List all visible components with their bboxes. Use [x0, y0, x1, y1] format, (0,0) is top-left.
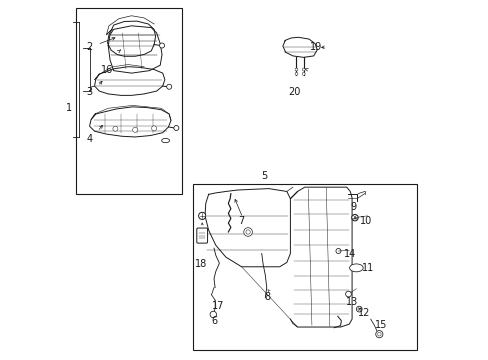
Text: 13: 13	[345, 297, 358, 307]
Text: 17: 17	[212, 301, 224, 311]
Text: 15: 15	[374, 320, 386, 330]
Text: 20: 20	[288, 87, 300, 97]
Text: 16: 16	[101, 64, 113, 75]
Circle shape	[294, 68, 297, 71]
Circle shape	[244, 228, 252, 236]
Text: 4: 4	[86, 134, 92, 144]
Circle shape	[159, 43, 164, 48]
Circle shape	[345, 291, 351, 297]
Circle shape	[113, 126, 118, 131]
Text: 2: 2	[86, 42, 93, 52]
Circle shape	[302, 72, 305, 75]
Circle shape	[351, 215, 357, 221]
Circle shape	[245, 230, 250, 234]
Circle shape	[302, 68, 305, 71]
Text: 11: 11	[361, 263, 374, 273]
Text: 12: 12	[358, 308, 370, 318]
Text: 5: 5	[261, 171, 267, 181]
Ellipse shape	[349, 264, 363, 272]
FancyBboxPatch shape	[196, 228, 207, 243]
Circle shape	[377, 332, 380, 336]
Text: 7: 7	[237, 216, 244, 226]
Bar	[192, 184, 416, 350]
Circle shape	[132, 127, 137, 132]
Text: 1: 1	[66, 103, 72, 113]
Text: 8: 8	[264, 292, 270, 302]
Text: 3: 3	[86, 87, 92, 97]
Text: 9: 9	[349, 202, 355, 212]
Text: 14: 14	[344, 248, 356, 258]
Circle shape	[174, 126, 179, 131]
Circle shape	[356, 306, 362, 312]
Circle shape	[294, 72, 297, 75]
Text: 18: 18	[194, 259, 206, 269]
Circle shape	[375, 330, 382, 338]
Text: 19: 19	[309, 42, 322, 52]
Ellipse shape	[162, 138, 169, 143]
Circle shape	[335, 248, 340, 253]
Text: 6: 6	[210, 316, 217, 325]
Circle shape	[210, 311, 216, 318]
Circle shape	[151, 126, 156, 131]
Bar	[76, 8, 182, 194]
Circle shape	[198, 212, 205, 220]
Text: 10: 10	[360, 216, 372, 226]
Circle shape	[166, 84, 171, 89]
